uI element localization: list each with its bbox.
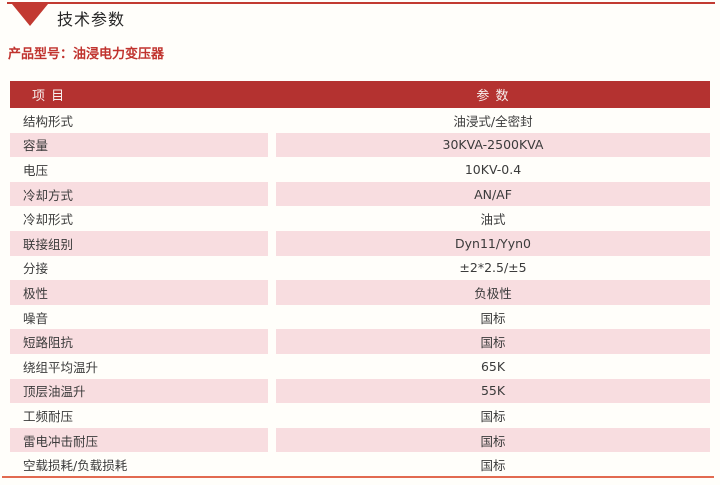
column-header-item: 项 目	[32, 89, 66, 104]
row-parameter-value: ±2*2.5/±5	[459, 260, 527, 276]
row-parameter-value: 国标	[480, 408, 506, 424]
column-divider	[268, 157, 276, 182]
table-row: 雷电冲击耐压 国标	[10, 427, 710, 453]
row-item-label: 冷却方式	[10, 181, 268, 207]
column-divider	[268, 452, 276, 477]
table-row: 极性 负极性	[10, 280, 710, 305]
product-model-label: 产品型号：油浸电力变压器	[8, 47, 165, 62]
column-divider	[268, 256, 276, 281]
row-parameter-value: 油式	[480, 212, 506, 228]
row-item-label: 冷却形式	[23, 212, 74, 228]
column-header-parameter: 参 数	[476, 89, 510, 104]
row-parameter-value: 65K	[480, 358, 506, 374]
row-parameter-value: 国标	[276, 427, 710, 453]
section-marker-triangle-icon	[12, 4, 48, 26]
bottom-divider-line	[2, 476, 714, 478]
row-item-label: 绕组平均温升	[23, 359, 99, 375]
row-item-label: 结构形式	[23, 113, 74, 129]
table-row: 联接组别 Dyn11/Yyn0	[10, 230, 710, 256]
row-parameter-value: 10KV-0.4	[464, 161, 522, 177]
table-row: 容量 30KVA-2500KVA	[10, 132, 710, 158]
table-row: 空载损耗/负载损耗 国标	[10, 452, 710, 477]
section-title: 技术参数	[57, 10, 126, 29]
spec-table-body: 结构形式 油浸式/全密封 容量 30KVA-2500KVA 电压 10KV-0.…	[10, 108, 710, 477]
row-parameter-value: AN/AF	[276, 181, 710, 207]
table-row: 顶层油温升 55K	[10, 378, 710, 404]
row-item-label: 工频耐压	[23, 408, 74, 424]
table-row: 噪音 国标	[10, 305, 710, 330]
row-item-label: 噪音	[23, 310, 49, 326]
table-row: 结构形式 油浸式/全密封	[10, 108, 710, 133]
column-divider	[268, 329, 276, 354]
row-parameter-value: 国标	[276, 329, 710, 354]
row-parameter-value: 负极性	[276, 280, 710, 305]
row-parameter-value: 油浸式/全密封	[453, 113, 533, 129]
table-row: 冷却形式 油式	[10, 206, 710, 231]
table-row: 工频耐压 国标	[10, 403, 710, 428]
row-parameter-value: 30KVA-2500KVA	[276, 132, 710, 158]
row-item-label: 容量	[10, 132, 268, 158]
spec-table-header-row: 项 目 参 数	[10, 81, 710, 108]
table-row: 短路阻抗 国标	[10, 329, 710, 354]
column-divider	[268, 206, 276, 231]
row-item-label: 电压	[23, 162, 49, 178]
row-item-label: 短路阻抗	[10, 329, 268, 354]
row-item-label: 顶层油温升	[10, 378, 268, 404]
table-row: 电压 10KV-0.4	[10, 157, 710, 182]
table-row: 绕组平均温升 65K	[10, 354, 710, 379]
column-divider	[268, 379, 276, 404]
top-divider-line	[7, 2, 715, 4]
row-parameter-value: 国标	[480, 310, 506, 326]
table-row: 冷却方式 AN/AF	[10, 181, 710, 207]
column-divider	[268, 428, 276, 453]
column-divider	[268, 280, 276, 305]
column-divider	[268, 231, 276, 256]
column-divider	[268, 403, 276, 428]
row-parameter-value: 55K	[276, 378, 710, 404]
row-item-label: 雷电冲击耐压	[10, 427, 268, 453]
column-divider	[268, 182, 276, 207]
row-item-label: 空载损耗/负载损耗	[23, 458, 128, 474]
row-item-label: 联接组别	[10, 230, 268, 256]
row-item-label: 极性	[10, 280, 268, 305]
column-divider	[268, 108, 276, 133]
spec-table: 项 目 参 数 结构形式 油浸式/全密封 容量 30KVA-2500KVA 电压…	[10, 81, 710, 477]
table-row: 分接 ±2*2.5/±5	[10, 256, 710, 281]
row-parameter-value: 国标	[480, 458, 506, 474]
column-divider	[268, 354, 276, 379]
row-parameter-value: Dyn11/Yyn0	[276, 230, 710, 256]
column-divider	[268, 133, 276, 158]
column-divider	[268, 305, 276, 330]
row-item-label: 分接	[23, 261, 49, 277]
